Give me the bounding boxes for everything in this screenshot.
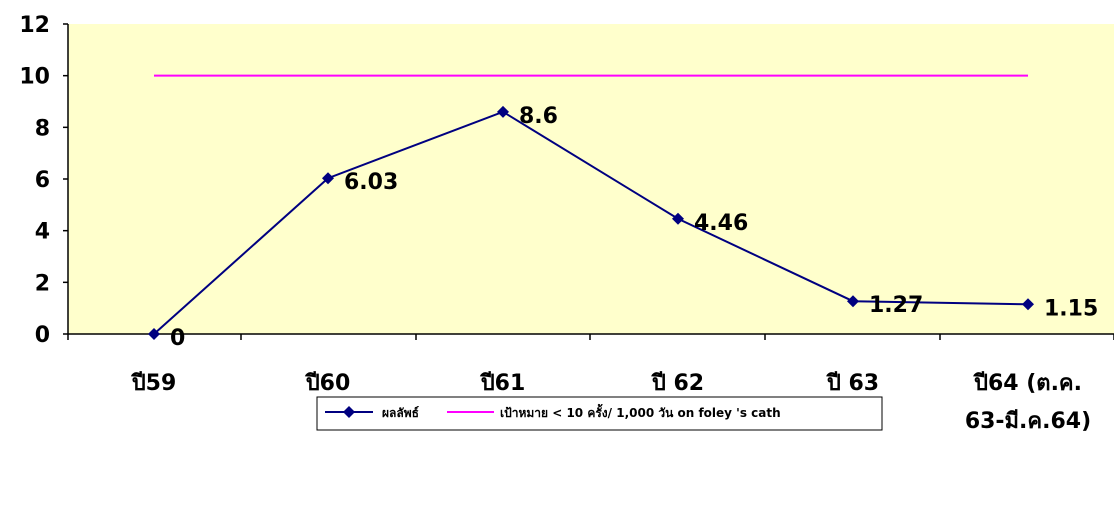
x-axis: ปี59 ปี60 ปี61 ปี 62 ปี 63 ปี64 (ต.ค. 63-มี.ค.…: [67, 333, 1114, 434]
y-tick-label: 2: [35, 271, 50, 296]
x-tick-label: ปี 63: [826, 371, 879, 396]
x-tick-label-line: ปี59: [131, 371, 177, 396]
data-label: 1.27: [869, 293, 923, 318]
x-tick-label: ปี61: [480, 371, 526, 396]
result-point: [672, 212, 684, 225]
result-point: [497, 105, 509, 118]
data-label: 6.03: [344, 170, 398, 195]
legend-target-label: เป้าหมาย < 10 ครั้ง/ 1,000 วัน on foley …: [500, 403, 781, 420]
x-tick-label-line: ปี64 (ต.ค.: [973, 371, 1082, 396]
result-point: [148, 328, 160, 340]
y-tick-label: 12: [19, 13, 50, 38]
x-tick-label: ปี60: [305, 371, 351, 396]
plot-area: [68, 24, 1114, 334]
y-tick-label: 8: [35, 116, 50, 141]
result-point: [847, 295, 859, 308]
x-tick-label-line: ปี61: [480, 371, 526, 396]
data-label: 0: [170, 326, 185, 351]
x-tick-label-line: ปี60: [305, 371, 351, 396]
result-point: [322, 172, 334, 185]
data-label: 1.15: [1044, 296, 1098, 321]
legend: ผลลัพธ์ เป้าหมาย < 10 ครั้ง/ 1,000 วัน o…: [316, 396, 883, 431]
y-tick-label: 0: [35, 323, 50, 348]
y-axis: 0 2 4 6 8 10 12: [19, 13, 69, 348]
x-tick-label-line: ปี 63: [826, 371, 879, 396]
result-series-line: [153, 110, 1029, 335]
legend-result-label: ผลลัพธ์: [382, 406, 419, 420]
x-tick-label: ปี64 (ต.ค. 63-มี.ค.64): [965, 371, 1091, 434]
x-tick-label-line: ปี 62: [651, 371, 704, 396]
legend-result-marker: [343, 406, 355, 418]
result-series: [148, 105, 1034, 340]
x-tick-label-line: 63-มี.ค.64): [965, 409, 1091, 434]
data-label: 4.46: [694, 211, 748, 236]
y-tick-label: 4: [35, 220, 50, 245]
data-labels: 0 6.03 8.6 4.46 1.27 1.15: [170, 104, 1098, 351]
data-label: 8.6: [519, 104, 558, 129]
result-point: [1022, 298, 1034, 311]
x-tick-label: ปี59: [131, 371, 177, 396]
y-tick-label: 6: [35, 168, 50, 193]
legend-box: [316, 396, 883, 431]
x-tick-label: ปี 62: [651, 371, 704, 396]
y-tick-label: 10: [19, 65, 50, 90]
